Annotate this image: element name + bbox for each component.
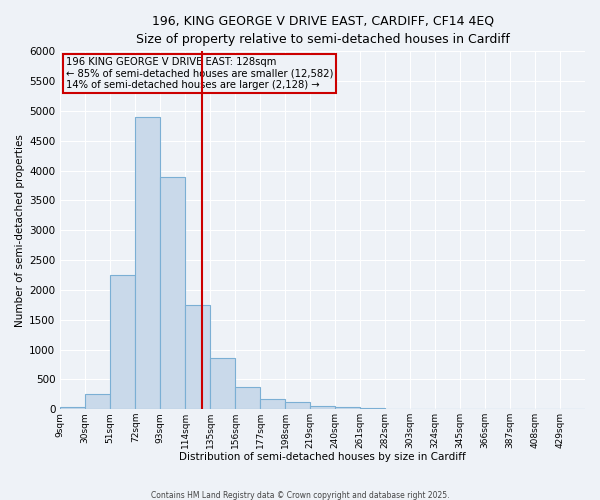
X-axis label: Distribution of semi-detached houses by size in Cardiff: Distribution of semi-detached houses by … [179, 452, 466, 462]
Bar [60, 408, 85, 409]
Text: Contains HM Land Registry data © Crown copyright and database right 2025.: Contains HM Land Registry data © Crown c… [151, 490, 449, 500]
Bar [335, 407, 360, 409]
Bar [160, 176, 185, 409]
Bar [285, 402, 310, 409]
Bar [235, 387, 260, 409]
Bar [260, 398, 285, 409]
Bar [85, 394, 110, 409]
Bar [110, 275, 135, 409]
Bar [360, 408, 385, 409]
Text: 196 KING GEORGE V DRIVE EAST: 128sqm
← 85% of semi-detached houses are smaller (: 196 KING GEORGE V DRIVE EAST: 128sqm ← 8… [65, 56, 333, 90]
Bar [210, 358, 235, 409]
Title: 196, KING GEORGE V DRIVE EAST, CARDIFF, CF14 4EQ
Size of property relative to se: 196, KING GEORGE V DRIVE EAST, CARDIFF, … [136, 15, 509, 46]
Bar [385, 408, 410, 409]
Y-axis label: Number of semi-detached properties: Number of semi-detached properties [15, 134, 25, 326]
Bar [310, 406, 335, 409]
Bar [185, 305, 210, 409]
Bar [135, 117, 160, 409]
